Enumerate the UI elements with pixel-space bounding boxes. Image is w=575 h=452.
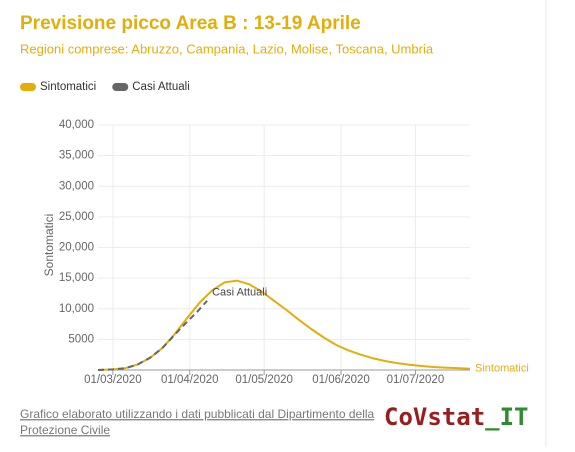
x-tick-label: 01/03/2020: [84, 374, 142, 386]
series-label: Casi Attuali: [212, 287, 267, 299]
y-tick-label: 35,000: [59, 150, 94, 162]
chart-subtitle: Regioni comprese: Abruzzo, Campania, Laz…: [20, 41, 434, 56]
legend-swatch: [112, 83, 129, 91]
y-tick-label: 10,000: [59, 303, 94, 315]
y-tick-label: 15,000: [59, 272, 94, 284]
x-tick-label: 01/05/2020: [235, 374, 293, 386]
y-axis-label: Sontomatici: [42, 214, 56, 277]
y-tick-label: 25,000: [59, 211, 94, 223]
legend-label: Casi Attuali: [132, 81, 190, 93]
legend-label: Sintomatici: [40, 81, 96, 93]
footer-text: Grafico elaborato utilizzando i dati pub…: [20, 407, 375, 421]
line: [97, 279, 471, 371]
legend-swatch: [20, 83, 36, 91]
y-tick-label: 20,000: [59, 242, 94, 254]
logo: CoVstat_IT: [384, 403, 529, 431]
y-tick-label: 40,000: [59, 119, 94, 131]
logo-part: _IT: [485, 403, 528, 431]
logo-part: CoVstat: [384, 403, 485, 431]
footer-text: Protezione Civile: [20, 423, 110, 437]
x-tick-label: 01/04/2020: [161, 374, 219, 386]
x-tick-label: 01/07/2020: [387, 374, 445, 386]
series-label: Sintomatici: [475, 363, 529, 375]
line: [97, 300, 208, 371]
chart-title: Previsione picco Area B : 13-19 Aprile: [20, 13, 361, 34]
y-tick-label: 5000: [68, 333, 94, 345]
y-tick-label: 30,000: [59, 180, 94, 192]
x-tick-label: 01/06/2020: [312, 374, 370, 386]
